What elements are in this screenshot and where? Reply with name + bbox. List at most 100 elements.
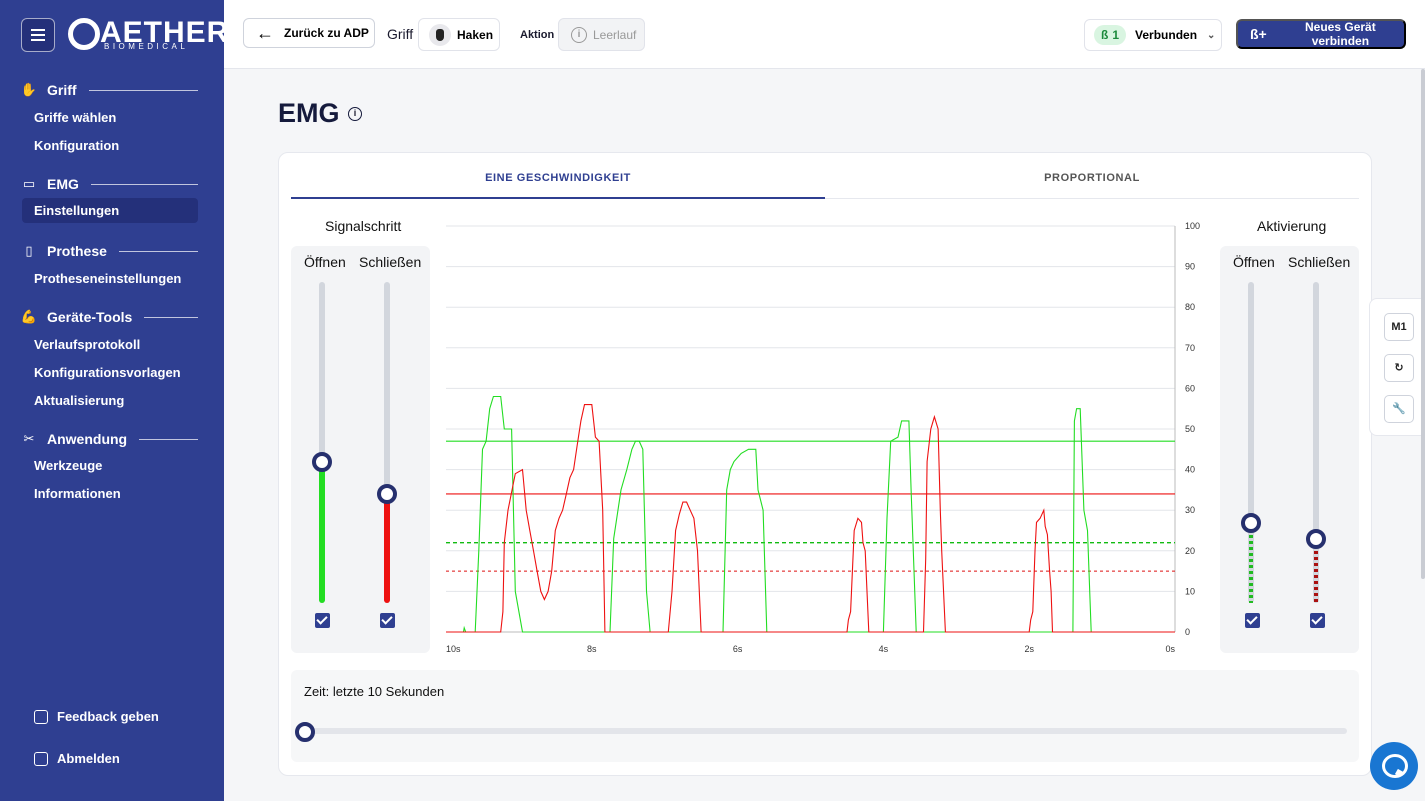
y-tick-label: 30 (1185, 505, 1195, 515)
activation-open-slider-handle[interactable] (1241, 512, 1261, 533)
y-tick-label: 70 (1185, 343, 1195, 353)
device-plus-icon: ß+ (1250, 26, 1267, 42)
x-tick-label: 0s (1165, 644, 1175, 654)
aktion-status-button[interactable]: i Leerlauf (558, 18, 645, 51)
signal-close-track[interactable] (384, 282, 390, 603)
y-tick-label: 40 (1185, 465, 1195, 475)
signal-close-slider-handle[interactable] (377, 483, 397, 504)
activation-open-checkbox[interactable] (1245, 613, 1260, 628)
sidebar-item-einstellungen[interactable]: Einstellungen (22, 198, 198, 223)
chevron-down-icon: ⌄ (1207, 29, 1216, 41)
tools-icon: ✂ (23, 431, 35, 446)
page-scrollbar[interactable] (1421, 69, 1425, 579)
connect-new-device-button[interactable]: ß+ Neues Gerät verbinden (1236, 19, 1406, 49)
feedback-link[interactable]: Feedback geben (34, 709, 159, 724)
activation-open-label: Öffnen (1233, 254, 1275, 270)
x-tick-label: 4s (879, 644, 889, 654)
emg-icon: ▭ (22, 176, 36, 191)
logo-mark-icon (68, 18, 100, 50)
activation-close-fill (1314, 538, 1318, 603)
m1-button[interactable]: M1 (1384, 313, 1414, 341)
x-tick-label: 8s (587, 644, 597, 654)
signal-open-slider-handle[interactable] (312, 451, 332, 472)
nav-section-title: Geräte-Tools (47, 309, 133, 325)
sidebar-item-konfiguration[interactable]: Konfiguration (34, 138, 120, 153)
signal-close-label: Schließen (359, 254, 422, 270)
feedback-icon (34, 709, 48, 724)
brand-logo: AETHER BIOMEDICAL (68, 16, 228, 52)
y-tick-label: 50 (1185, 424, 1195, 434)
arm-icon: 💪 (20, 309, 38, 324)
grip-select-button[interactable]: Haken (418, 18, 500, 51)
grip-hook-icon (429, 23, 451, 46)
hand-icon: ✋ (20, 82, 38, 97)
sidebar-item-konfigurationsvorlagen[interactable]: Konfigurationsvorlagen (34, 365, 181, 380)
x-tick-label: 6s (733, 644, 743, 654)
signal-open-track[interactable] (319, 282, 325, 603)
sidebar-item-informationen[interactable]: Informationen (34, 486, 121, 501)
activation-close-track[interactable] (1313, 282, 1319, 603)
clipboard-icon: ▯ (25, 243, 33, 258)
activation-panel-title: Aktivierung (1257, 218, 1327, 234)
info-icon[interactable]: i (348, 107, 362, 121)
signal-open-label: Öffnen (304, 254, 346, 270)
arm-icon: ß (1101, 28, 1109, 42)
time-panel: Zeit: letzte 10 Sekunden (291, 670, 1359, 762)
signal-open-checkbox[interactable] (315, 613, 330, 628)
arrow-left-icon: ← (256, 22, 274, 43)
activation-open-track[interactable] (1248, 282, 1254, 603)
signal-close-checkbox[interactable] (380, 613, 395, 628)
info-icon: i (571, 26, 587, 43)
sidebar-item-griffe-waehlen[interactable]: Griffe wählen (34, 110, 117, 125)
griff-label: Griff (387, 26, 414, 42)
x-tick-label: 10s (446, 644, 461, 654)
logout-link[interactable]: Abmelden (34, 751, 120, 766)
y-tick-label: 10 (1185, 586, 1195, 596)
y-tick-label: 100 (1185, 221, 1200, 231)
nav-section-title: EMG (47, 176, 79, 192)
back-to-adp-button[interactable]: ← Zurück zu ADP (243, 18, 375, 48)
activation-panel (1220, 246, 1359, 653)
top-bar: ← Zurück zu ADP Griff Haken Aktion i Leerl… (224, 0, 1425, 69)
nav-section-emg: ▭ EMG Einstellungen (22, 174, 198, 223)
rotate-icon[interactable]: ↻ (1384, 354, 1414, 382)
side-tools-panel: M1 ↻ 🔧 (1369, 298, 1425, 436)
activation-open-fill (1249, 522, 1253, 603)
sidebar-item-aktualisierung[interactable]: Aktualisierung (34, 393, 125, 408)
x-tick-label: 2s (1024, 644, 1034, 654)
wrench-icon[interactable]: 🔧 (1384, 395, 1414, 423)
close-emg-series-line (446, 404, 1175, 633)
page-title: EMG (278, 98, 340, 128)
y-tick-label: 20 (1185, 546, 1195, 556)
hamburger-icon (31, 29, 45, 41)
nav-section-title: Prothese (47, 243, 107, 259)
logout-icon (34, 751, 48, 766)
y-tick-label: 80 (1185, 302, 1195, 312)
tab-proportional[interactable]: PROPORTIONAL (825, 165, 1359, 199)
sidebar-item-protheseneinstellungen[interactable]: Protheseneinstellungen (34, 271, 182, 286)
open-emg-series-line (446, 395, 1175, 633)
activation-close-slider-handle[interactable] (1306, 528, 1326, 549)
nav-section-title: Anwendung (47, 431, 128, 447)
signal-panel-title: Signalschritt (325, 218, 402, 234)
nav-section-geraete-tools: 💪 Geräte-Tools Verlaufsprotokoll Konfigur… (20, 307, 198, 413)
aktion-label: Aktion (520, 29, 555, 41)
nav-section-anwendung: ✂ Anwendung Werkzeuge Informationen (22, 429, 198, 506)
sidebar-item-verlaufsprotokoll[interactable]: Verlaufsprotokoll (34, 337, 141, 352)
menu-toggle-button[interactable] (21, 18, 55, 52)
time-slider-handle[interactable] (295, 722, 315, 742)
y-tick-label: 90 (1185, 262, 1195, 272)
sidebar-item-werkzeuge[interactable]: Werkzeuge (34, 458, 103, 473)
signal-open-fill (319, 461, 325, 603)
tab-eine-geschwindigkeit[interactable]: EINE GESCHWINDIGKEIT (291, 165, 825, 199)
activation-close-checkbox[interactable] (1310, 613, 1325, 628)
nav-section-griff: ✋ Griff Griffe wählen Konfiguration (20, 80, 198, 158)
brand-sub: BIOMEDICAL (104, 42, 189, 51)
sidebar: AETHER BIOMEDICAL ✋ Griff Griffe wählen K… (0, 0, 228, 801)
time-slider-track[interactable] (304, 728, 1347, 734)
nav-section-prothese: ▯ Prothese Protheseneinstellungen (22, 241, 198, 291)
chat-icon[interactable] (1370, 742, 1418, 790)
